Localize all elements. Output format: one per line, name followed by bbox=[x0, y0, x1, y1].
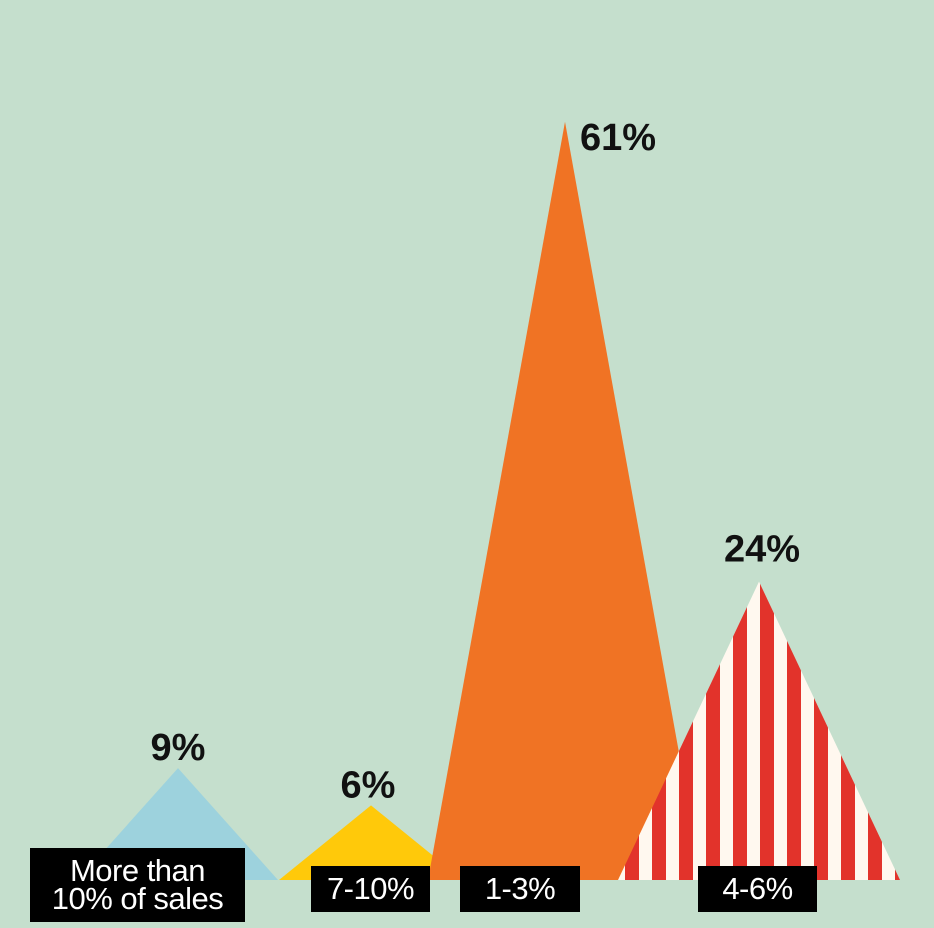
category-label: More than 10% of sales bbox=[30, 848, 245, 922]
triangle bbox=[279, 805, 463, 880]
value-label: 24% bbox=[724, 529, 800, 571]
category-label: 1-3% bbox=[460, 866, 580, 912]
value-label: 9% bbox=[151, 727, 206, 769]
triangle bbox=[428, 121, 702, 880]
value-label: 61% bbox=[580, 117, 656, 159]
value-label: 6% bbox=[341, 764, 396, 806]
category-label: 4-6% bbox=[698, 866, 817, 912]
triangle bbox=[618, 581, 900, 880]
category-label: 7-10% bbox=[311, 866, 430, 912]
